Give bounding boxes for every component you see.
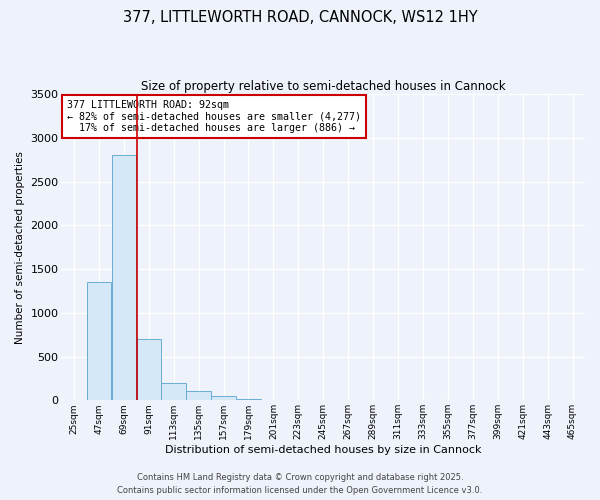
- Bar: [161, 383, 186, 400]
- Bar: [211, 396, 236, 400]
- Bar: [236, 399, 260, 400]
- Bar: [86, 282, 111, 401]
- Title: Size of property relative to semi-detached houses in Cannock: Size of property relative to semi-detach…: [141, 80, 506, 93]
- Bar: [112, 156, 136, 400]
- Y-axis label: Number of semi-detached properties: Number of semi-detached properties: [15, 151, 25, 344]
- Text: 377, LITTLEWORTH ROAD, CANNOCK, WS12 1HY: 377, LITTLEWORTH ROAD, CANNOCK, WS12 1HY: [122, 10, 478, 25]
- Text: 377 LITTLEWORTH ROAD: 92sqm
← 82% of semi-detached houses are smaller (4,277)
  : 377 LITTLEWORTH ROAD: 92sqm ← 82% of sem…: [67, 100, 361, 134]
- Bar: [137, 339, 161, 400]
- Bar: [187, 390, 211, 400]
- X-axis label: Distribution of semi-detached houses by size in Cannock: Distribution of semi-detached houses by …: [165, 445, 481, 455]
- Text: Contains HM Land Registry data © Crown copyright and database right 2025.
Contai: Contains HM Land Registry data © Crown c…: [118, 474, 482, 495]
